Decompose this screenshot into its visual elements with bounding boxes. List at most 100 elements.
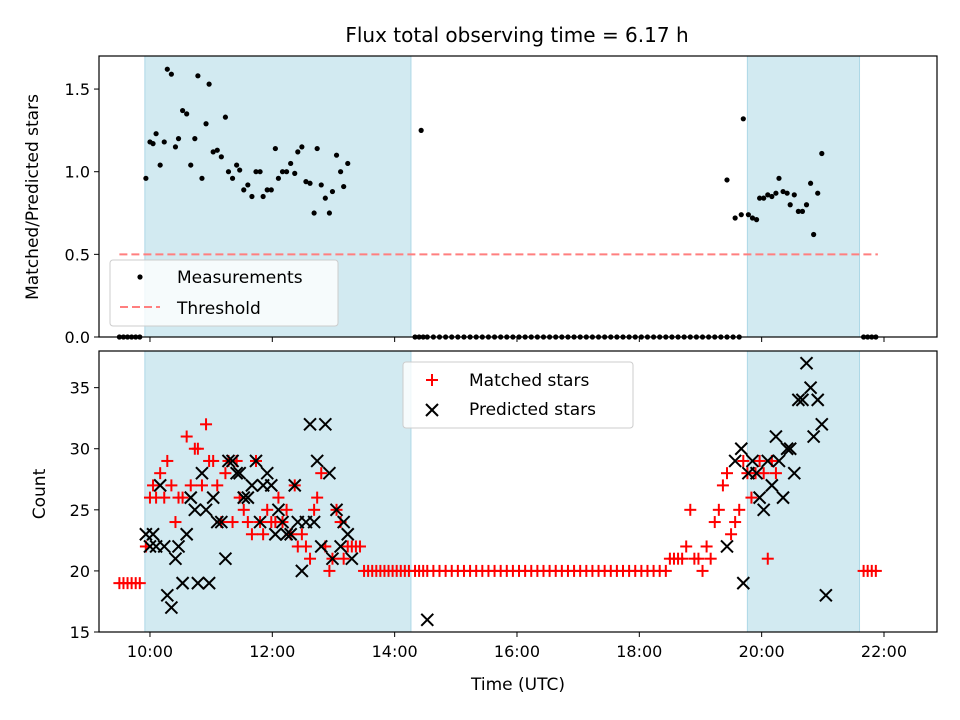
predicted-stars-point bbox=[756, 503, 771, 517]
predicted-stars-point bbox=[275, 515, 290, 529]
y-tick-label: 35 bbox=[70, 379, 90, 398]
legend-predicted-marker bbox=[425, 403, 439, 417]
measurement-point bbox=[184, 111, 190, 117]
measurement-point bbox=[345, 160, 351, 167]
matched-stars-point bbox=[692, 552, 705, 565]
predicted-stars-point bbox=[783, 442, 797, 456]
predicted-stars-point bbox=[761, 454, 775, 468]
legend-predicted-label: Predicted stars bbox=[469, 400, 596, 420]
predicted-stars-point bbox=[202, 576, 216, 590]
chart-title: Flux total observing time = 6.17 h bbox=[345, 23, 688, 47]
measurement-point bbox=[161, 139, 167, 145]
measurement-point bbox=[791, 192, 797, 198]
matched-stars-point bbox=[684, 503, 697, 516]
predicted-stars-point bbox=[271, 503, 286, 517]
matched-stars-point bbox=[720, 467, 733, 480]
x-axis-label: Time (UTC) bbox=[470, 675, 565, 695]
y-tick-label: 30 bbox=[70, 440, 90, 459]
measurement-point bbox=[222, 114, 229, 120]
measurement-point bbox=[819, 150, 825, 157]
measurement-point bbox=[745, 212, 751, 218]
matched-stars-point bbox=[869, 564, 882, 577]
matched-stars-point bbox=[272, 491, 285, 504]
predicted-stars-point bbox=[288, 478, 302, 493]
predicted-stars-point bbox=[734, 442, 748, 456]
measurement-point bbox=[188, 162, 194, 168]
matched-stars-point bbox=[725, 528, 738, 541]
measurement-point bbox=[753, 217, 760, 223]
measurement-point bbox=[732, 215, 738, 221]
matched-stars-point bbox=[708, 516, 721, 529]
measurement-point bbox=[776, 175, 782, 181]
measurement-point bbox=[245, 182, 251, 188]
measurement-point bbox=[175, 136, 182, 142]
predicted-stars-point bbox=[253, 515, 267, 529]
measurement-point bbox=[314, 145, 320, 152]
measurement-point bbox=[195, 73, 201, 79]
matched-stars-point bbox=[712, 503, 725, 516]
predicted-stars-point bbox=[736, 576, 751, 590]
measurement-point bbox=[288, 160, 294, 167]
measurement-point bbox=[761, 195, 767, 201]
measurement-point bbox=[740, 116, 746, 122]
matched-stars-point bbox=[753, 454, 766, 467]
x-tick-label: 18:00 bbox=[616, 642, 662, 661]
measurement-point bbox=[241, 187, 247, 193]
predicted-stars-point bbox=[245, 478, 259, 493]
predicted-stars-point bbox=[264, 478, 278, 493]
predicted-stars-point bbox=[420, 613, 434, 627]
matched-stars-point bbox=[161, 454, 174, 467]
measurement-point bbox=[214, 147, 220, 153]
matched-stars-point bbox=[676, 552, 689, 565]
matched-stars-point bbox=[191, 442, 204, 455]
matched-stars-point bbox=[700, 540, 713, 553]
predicted-stars-point bbox=[191, 576, 205, 590]
measurement-point bbox=[811, 231, 817, 238]
measurement-point bbox=[329, 188, 336, 195]
matched-stars-point bbox=[158, 491, 171, 504]
matched-stars-point bbox=[308, 503, 321, 516]
predicted-stars-point bbox=[175, 576, 190, 590]
measurement-point bbox=[326, 210, 332, 216]
top-legend-box bbox=[109, 259, 339, 327]
shaded-interval bbox=[144, 350, 412, 633]
predicted-stars-point bbox=[310, 454, 324, 468]
predicted-stars-point bbox=[318, 417, 333, 432]
bottom-y-axis-label: Count bbox=[30, 468, 50, 519]
predicted-stars-point bbox=[752, 490, 767, 505]
measurement-point bbox=[206, 81, 212, 87]
matched-stars-point bbox=[315, 467, 328, 480]
x-tick-label: 20:00 bbox=[739, 642, 785, 661]
predicted-stars-point bbox=[199, 503, 213, 517]
predicted-stars-point bbox=[815, 417, 829, 432]
measurement-point bbox=[787, 202, 793, 208]
matched-stars-point bbox=[200, 418, 213, 431]
measurement-point bbox=[333, 152, 340, 158]
predicted-stars-point bbox=[791, 393, 806, 407]
measurement-point bbox=[234, 162, 240, 168]
predicted-stars-point bbox=[819, 588, 833, 603]
predicted-stars-point bbox=[728, 454, 742, 468]
predicted-stars-point bbox=[218, 551, 233, 566]
predicted-stars-point bbox=[195, 466, 209, 480]
predicted-stars-point bbox=[184, 490, 198, 505]
x-tick-label: 12:00 bbox=[249, 642, 295, 661]
matched-stars-point bbox=[261, 503, 274, 516]
top-legend: Measurements Threshold bbox=[109, 259, 339, 327]
predicted-stars-point bbox=[720, 539, 734, 554]
measurement-point bbox=[757, 195, 763, 201]
predicted-stars-point bbox=[164, 600, 179, 615]
measurement-point bbox=[341, 183, 347, 190]
measurement-point bbox=[799, 208, 806, 214]
measurement-point bbox=[179, 107, 186, 114]
bottom-legend-box bbox=[402, 361, 634, 429]
matched-stars-point bbox=[716, 479, 729, 492]
predicted-stars-point bbox=[279, 527, 294, 541]
matched-stars-point bbox=[304, 552, 317, 565]
predicted-stars-point bbox=[283, 527, 298, 541]
predicted-stars-point bbox=[232, 466, 247, 480]
predicted-stars-point bbox=[157, 539, 171, 554]
predicted-stars-point bbox=[303, 417, 317, 432]
measurement-point bbox=[249, 193, 255, 200]
matched-stars-point bbox=[257, 528, 270, 541]
